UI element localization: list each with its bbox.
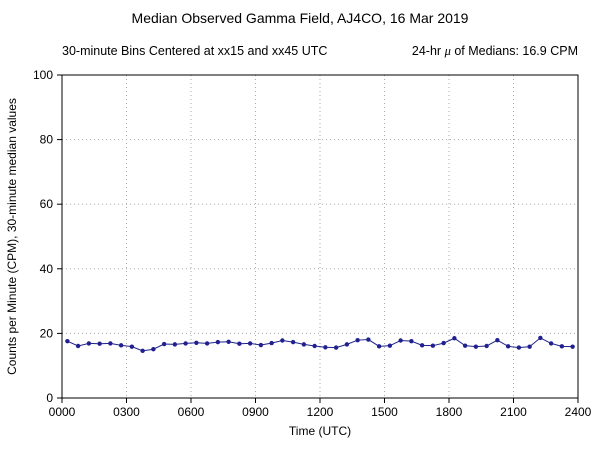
data-point (355, 337, 360, 343)
data-point (333, 345, 339, 350)
data-point (269, 340, 274, 346)
data-point (172, 342, 178, 347)
data-point (161, 341, 167, 347)
data-point (290, 339, 296, 345)
data-point (559, 344, 565, 349)
y-tick-label: 80 (40, 133, 54, 147)
y-tick-label: 100 (33, 68, 53, 82)
data-point (366, 337, 371, 342)
subtitle-bins: 30-minute Bins Centered at xx15 and xx45… (62, 44, 328, 58)
data-point (387, 343, 393, 348)
x-tick-label: 1200 (307, 405, 334, 419)
data-point (226, 339, 231, 344)
data-point (140, 348, 145, 354)
data-point (75, 343, 81, 349)
data-point (344, 342, 350, 347)
data-point (441, 340, 446, 346)
y-tick-label: 0 (46, 391, 53, 405)
x-tick-label: 0300 (113, 405, 140, 419)
subtitle-mean-prefix: 24-hr (411, 44, 445, 58)
data-point (323, 345, 328, 350)
data-point (548, 341, 554, 346)
x-tick-label: 0000 (49, 405, 76, 419)
subtitle-mean: 24-hr μ of Medians: 16.9 CPM (412, 44, 578, 59)
data-point (376, 344, 382, 349)
data-point (473, 344, 479, 349)
data-point (97, 341, 102, 346)
data-point (118, 343, 124, 348)
data-point (430, 343, 436, 348)
data-point (215, 339, 221, 345)
data-point (301, 342, 307, 347)
x-tick-label: 1800 (436, 405, 463, 419)
data-point (419, 343, 425, 348)
chart-subtitle: 30-minute Bins Centered at xx15 and xx45… (62, 44, 578, 59)
x-axis-label: Time (UTC) (289, 424, 351, 438)
y-tick-label: 60 (40, 197, 54, 211)
data-point (65, 338, 70, 344)
y-axis-label: Counts per Minute (CPM), 30-minute media… (5, 98, 19, 375)
data-point (86, 341, 92, 346)
data-point (151, 347, 156, 352)
data-point (247, 341, 253, 346)
data-point (398, 338, 403, 343)
data-point (462, 343, 468, 348)
data-point (505, 344, 511, 349)
x-tick-label: 2400 (565, 405, 592, 419)
data-point (194, 340, 199, 345)
data-point (495, 337, 500, 343)
x-tick-label: 0600 (178, 405, 205, 419)
subtitle-mean-suffix: of Medians: 16.9 CPM (450, 44, 578, 58)
data-point (452, 336, 457, 341)
x-tick-label: 1500 (371, 405, 398, 419)
data-point (516, 345, 522, 350)
data-point (183, 341, 188, 346)
data-point (108, 341, 113, 346)
data-point (280, 338, 285, 343)
mu-symbol: μ (444, 44, 451, 58)
data-point (204, 341, 210, 346)
data-point (570, 344, 575, 349)
data-point (527, 344, 532, 349)
chart-title: Median Observed Gamma Field, AJ4CO, 16 M… (131, 10, 469, 26)
y-tick-label: 20 (40, 326, 54, 340)
data-point (129, 344, 135, 349)
data-point (484, 343, 489, 349)
data-point (258, 342, 264, 348)
data-point (409, 338, 414, 344)
x-tick-label: 0900 (242, 405, 269, 419)
data-point (312, 343, 317, 349)
y-tick-label: 40 (40, 262, 54, 276)
data-point (538, 335, 543, 341)
data-point (237, 341, 242, 346)
x-tick-label: 2100 (500, 405, 527, 419)
